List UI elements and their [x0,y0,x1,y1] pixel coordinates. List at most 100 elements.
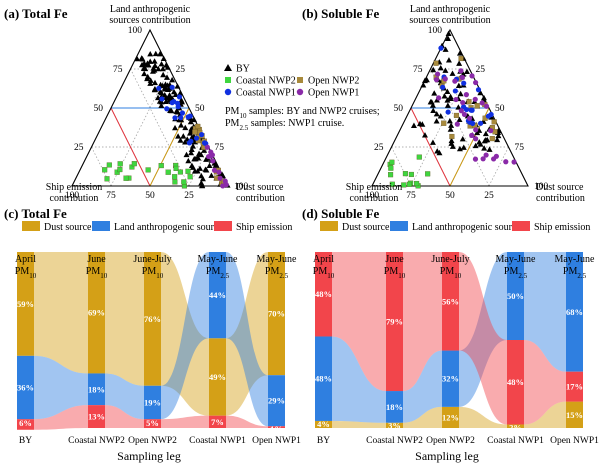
tick-label: 50 [394,104,404,114]
data-point [158,98,165,105]
sankey-bar-dust [268,252,285,376]
segment-percent: 4% [317,419,330,429]
sankey-flow-land [524,252,566,372]
data-point [198,172,205,179]
data-point [491,119,497,125]
sankey-soluble-fe: 48% 48% 4% BY 79% 18% 3% Coastal NWP2 56% 32% 12% O… [313,221,599,463]
column-header-pm-sub: 10 [156,272,164,280]
segment-percent: 79% [386,317,403,327]
legend-label: Dust source [44,222,92,233]
data-point [182,139,189,145]
tick-label: 75 [515,143,525,153]
sankey-bar-dust [315,420,332,428]
data-point [488,128,494,134]
data-point [204,144,210,150]
segment-percent: 15% [566,410,583,420]
right-axis-label: contribution [236,193,285,204]
sankey-flow-land [226,252,268,427]
data-point [183,151,190,158]
data-point [199,132,205,138]
data-point [188,162,195,168]
ternary-plot-total-fe: 25 25 25 50 50 50 75 75 75 100 100 100 Land anthropo… [46,4,285,204]
note-main: PM [225,106,240,117]
data-point [460,99,466,106]
data-point [198,180,205,186]
data-point [158,61,165,67]
top-axis-label: Land anthropogenic [410,4,491,15]
data-point [177,137,184,143]
column-header-pm: PM2.5 [265,266,289,280]
data-point [473,136,479,142]
data-point [448,122,455,128]
legend-marker [296,88,304,96]
data-point [191,168,198,174]
note-sub: 10 [239,112,247,120]
tick-label: 25 [74,143,84,153]
data-point [147,80,154,86]
data-point [442,46,449,52]
column-header-pm: PM2.5 [206,266,230,280]
sankey-bar-land [442,350,459,407]
data-point [219,171,226,177]
category-label: Coastal NWP2 [366,436,423,446]
data-point [117,167,123,173]
ternary-grid [391,68,509,187]
data-point [483,152,489,158]
column-header-pm-sub: 10 [454,272,462,280]
sankey-legend: Dust source Land anthropogenic sources Shi… [320,221,590,233]
data-point [460,144,467,150]
legend-label: Coastal NWP1 [236,88,296,99]
panel-c-title: (c) Total Fe [4,206,67,221]
tick-label: 75 [413,65,423,75]
column-header-pm: PM10 [15,266,37,280]
data-point [414,180,420,187]
data-point [474,129,481,136]
data-point [172,174,178,180]
segment-percent: 1% [270,424,283,434]
data-point [453,112,460,119]
tick-label: 100 [365,191,380,201]
data-point [421,132,428,138]
data-point [436,149,443,156]
data-point [447,93,454,100]
column-header-pm-main: PM [440,266,455,277]
legend-marker [225,77,231,83]
legend-label: Land anthropogenic sources [114,222,227,233]
column-header-pm-sub: 2.5 [577,272,586,280]
sankey-flows [34,252,268,430]
data-point [117,161,123,167]
data-point [160,55,167,62]
data-point [437,113,444,119]
sankey-bar-dust [209,338,226,416]
category-label: Open NWP1 [252,436,301,446]
segment-percent: 29% [268,396,285,406]
column-header-pm-main: PM [15,266,30,277]
tick-label: 100 [234,182,249,192]
data-point [164,64,171,70]
ternary-plot-soluble-fe: 25 25 25 50 50 50 75 75 75 100 100 100 Land anthropo… [346,4,585,204]
data-point [167,107,174,113]
data-point [206,162,213,168]
data-point [193,135,200,141]
data-point [205,153,212,160]
data-point [172,115,178,121]
note-rest: samples: NWP1 cruise. [248,118,344,129]
data-point [185,157,192,164]
data-point [468,107,474,113]
data-point [187,118,194,125]
column-header-pm-main: PM [384,266,399,277]
data-point [466,115,473,121]
column-header-pm: PM2.5 [563,266,587,280]
data-point [425,171,431,177]
data-point [433,111,440,117]
data-point [139,56,146,62]
sankey-bar-ship [209,415,226,428]
data-point [401,182,407,188]
data-point [196,150,203,156]
data-point [455,104,462,110]
data-point [106,162,112,168]
sankey-bar-land [315,336,332,421]
panel-b-title: (b) Soluble Fe [302,6,380,21]
data-point [473,127,479,133]
